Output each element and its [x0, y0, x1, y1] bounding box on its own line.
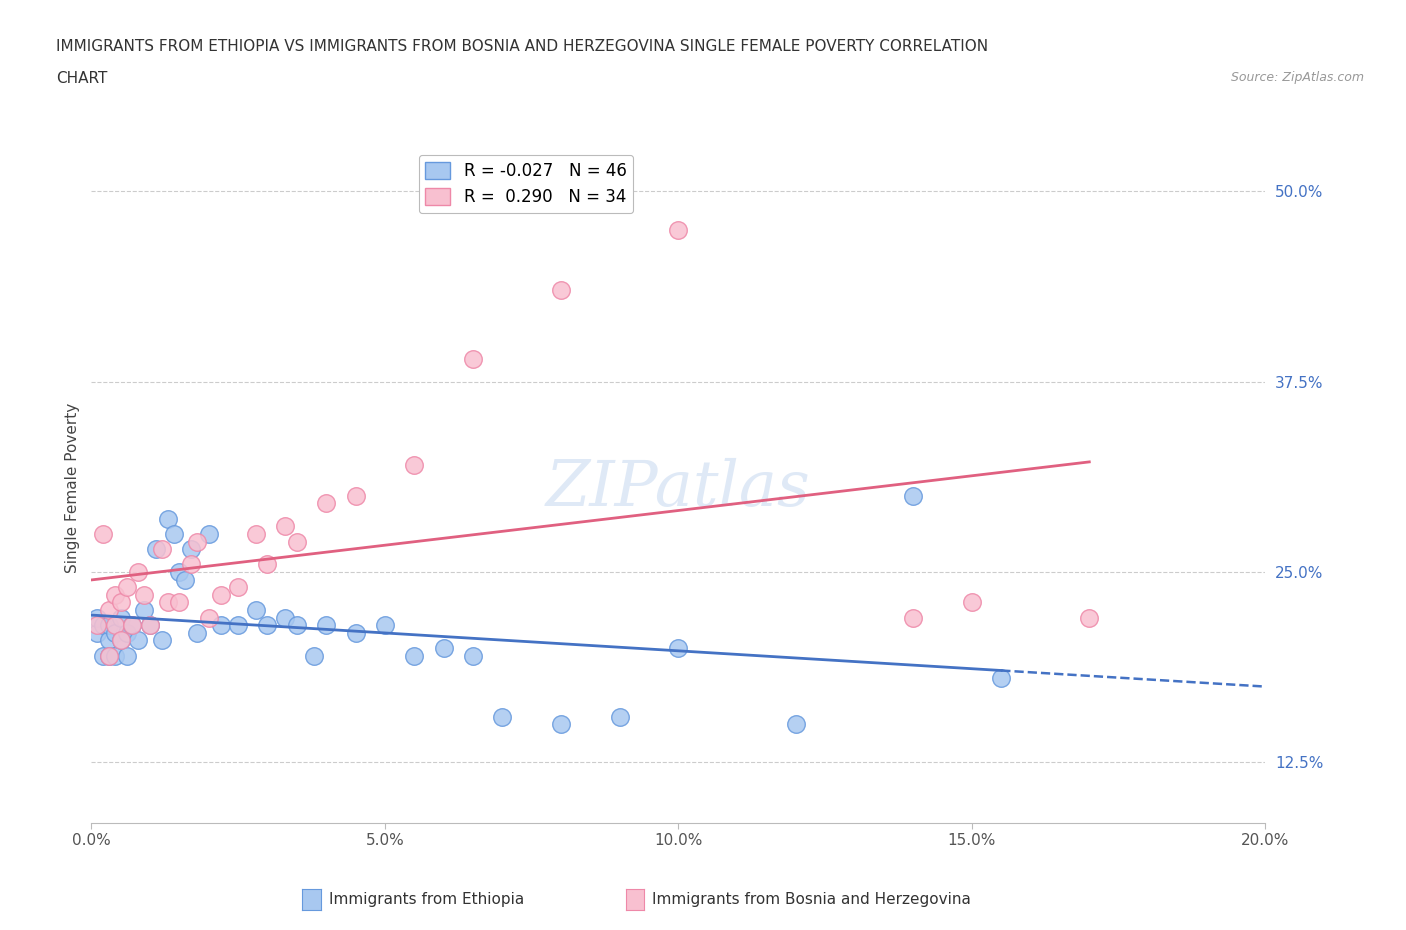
Text: ZIPatlas: ZIPatlas [546, 458, 811, 519]
Point [304, 648, 326, 663]
Point [226, 579, 249, 594]
Legend: R = -0.027   N = 46, R =  0.290   N = 34: R = -0.027 N = 46, R = 0.290 N = 34 [419, 155, 633, 213]
Point [315, 496, 337, 511]
Text: Source: ZipAtlas.com: Source: ZipAtlas.com [1230, 71, 1364, 84]
Point [98, 648, 121, 663]
Point [461, 352, 484, 366]
Point [432, 641, 454, 656]
Point [903, 488, 925, 503]
Point [226, 618, 249, 632]
Point [491, 709, 513, 724]
Point [156, 512, 179, 526]
Point [186, 534, 208, 549]
Point [990, 671, 1012, 686]
Point [115, 625, 138, 640]
Point [150, 541, 173, 556]
Point [285, 618, 308, 632]
Point [169, 595, 191, 610]
Point [666, 641, 689, 656]
Point [274, 610, 297, 625]
Text: IMMIGRANTS FROM ETHIOPIA VS IMMIGRANTS FROM BOSNIA AND HERZEGOVINA SINGLE FEMALE: IMMIGRANTS FROM ETHIOPIA VS IMMIGRANTS F… [56, 39, 988, 54]
Point [461, 648, 484, 663]
Point [98, 618, 121, 632]
Point [374, 618, 396, 632]
Point [110, 610, 132, 625]
Point [209, 618, 232, 632]
Point [550, 717, 572, 732]
Point [785, 717, 807, 732]
Point [86, 625, 108, 640]
Point [666, 222, 689, 237]
Point [110, 633, 132, 648]
Point [145, 541, 167, 556]
Point [186, 625, 208, 640]
Point [1078, 610, 1101, 625]
Point [104, 588, 127, 603]
Point [91, 648, 114, 663]
Point [609, 709, 631, 724]
Point [139, 618, 162, 632]
Point [960, 595, 983, 610]
Point [127, 565, 149, 579]
Point [197, 610, 219, 625]
Point [104, 618, 127, 632]
Point [115, 648, 138, 663]
Point [91, 526, 114, 541]
Point [139, 618, 162, 632]
Point [134, 588, 156, 603]
Point [121, 618, 143, 632]
Point [156, 595, 179, 610]
Point [285, 534, 308, 549]
Point [134, 603, 156, 618]
Text: CHART: CHART [56, 71, 108, 86]
Text: Immigrants from Bosnia and Herzegovina: Immigrants from Bosnia and Herzegovina [652, 892, 972, 907]
Point [98, 633, 121, 648]
Point [110, 633, 132, 648]
Point [104, 648, 127, 663]
Point [274, 519, 297, 534]
Point [121, 618, 143, 632]
Point [86, 610, 108, 625]
Point [180, 557, 202, 572]
Point [104, 625, 127, 640]
Point [197, 526, 219, 541]
Point [209, 588, 232, 603]
Point [256, 618, 278, 632]
Point [86, 618, 108, 632]
Point [404, 648, 426, 663]
Point [174, 572, 197, 587]
Point [150, 633, 173, 648]
Point [404, 458, 426, 472]
Text: Immigrants from Ethiopia: Immigrants from Ethiopia [329, 892, 524, 907]
Point [344, 488, 367, 503]
Point [91, 618, 114, 632]
Point [110, 595, 132, 610]
Point [550, 283, 572, 298]
Y-axis label: Single Female Poverty: Single Female Poverty [65, 403, 80, 574]
Point [344, 625, 367, 640]
Point [169, 565, 191, 579]
Point [162, 526, 184, 541]
Point [98, 648, 121, 663]
Point [245, 603, 267, 618]
Point [903, 610, 925, 625]
Point [127, 633, 149, 648]
Point [315, 618, 337, 632]
Point [256, 557, 278, 572]
Point [180, 541, 202, 556]
Point [115, 579, 138, 594]
Point [98, 603, 121, 618]
Point [245, 526, 267, 541]
